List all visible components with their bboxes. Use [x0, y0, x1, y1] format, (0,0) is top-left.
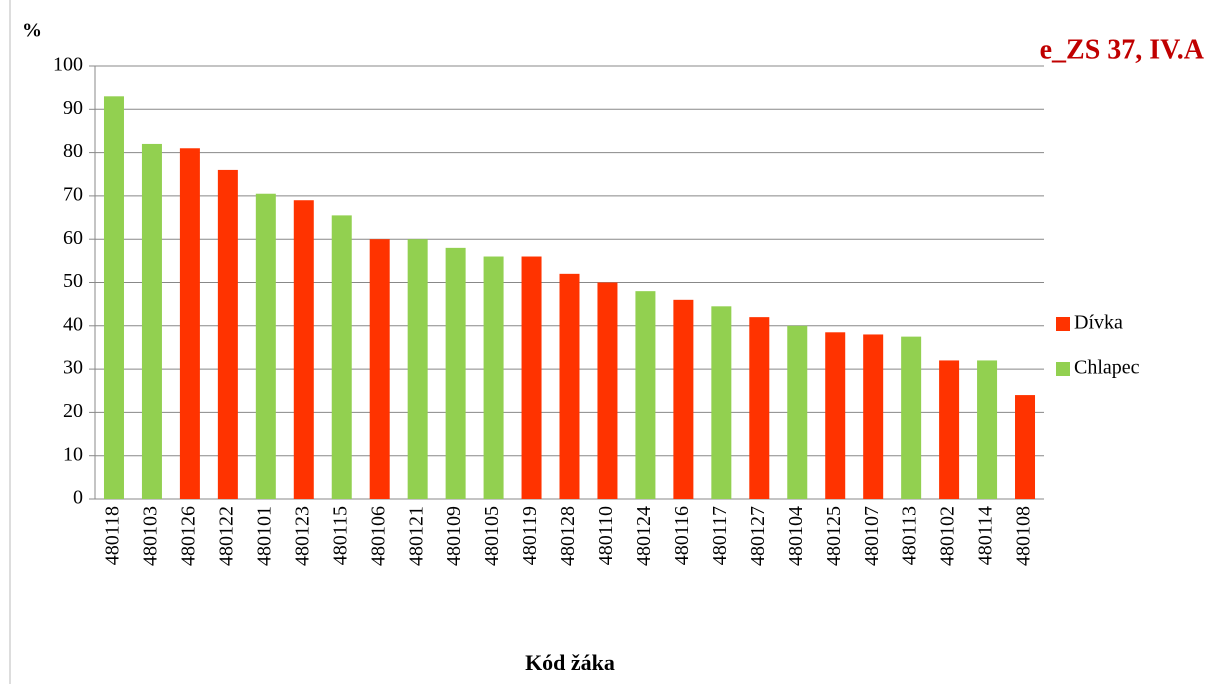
y-tick-label: 10	[63, 443, 83, 465]
y-tick-label: 60	[63, 227, 83, 249]
bar	[749, 317, 770, 499]
x-tick-label: 480125	[823, 506, 845, 566]
y-tick-label: 20	[63, 400, 83, 422]
x-tick-label: 480110	[595, 506, 617, 565]
x-tick-label: 480113	[899, 506, 921, 565]
bar	[711, 306, 732, 499]
y-tick-label: 80	[63, 140, 83, 162]
y-tick-label: 70	[63, 183, 83, 205]
x-tick-label: 480117	[709, 506, 731, 565]
legend-swatch	[1056, 317, 1070, 331]
x-tick-label: 480128	[557, 506, 579, 566]
x-tick-label: 480118	[102, 506, 124, 565]
x-tick-label: 480126	[177, 506, 199, 566]
y-tick-label: 50	[63, 270, 83, 292]
x-tick-label: 480108	[1013, 506, 1035, 566]
x-tick-label: 480123	[291, 506, 313, 566]
bar	[369, 239, 390, 499]
x-tick-label: 480124	[633, 506, 655, 566]
bar	[293, 200, 314, 500]
bar	[521, 256, 542, 499]
bar	[1015, 395, 1036, 499]
bar	[825, 332, 846, 499]
y-tick-label: 40	[63, 313, 83, 335]
legend-label: Dívka	[1074, 312, 1123, 334]
bar	[255, 193, 276, 500]
bar	[901, 336, 922, 499]
y-tick-label: 30	[63, 357, 83, 379]
x-tick-label: 480107	[861, 506, 883, 566]
y-tick-label: 100	[53, 54, 83, 76]
x-tick-label: 480119	[519, 506, 541, 565]
x-tick-label: 480103	[140, 506, 162, 566]
bar	[673, 299, 694, 499]
x-tick-label: 480114	[975, 506, 997, 565]
x-tick-label: 480105	[481, 506, 503, 566]
bar	[597, 282, 618, 499]
bar	[445, 247, 466, 499]
x-tick-label: 480115	[329, 506, 351, 565]
annotation: e_ZS 37, IV.A	[1040, 34, 1205, 65]
x-tick-label: 480127	[747, 506, 769, 566]
y-axis-label: %	[22, 20, 42, 42]
x-tick-label: 480102	[937, 506, 959, 566]
y-tick-label: 0	[73, 487, 83, 509]
bar	[103, 96, 124, 499]
x-tick-label: 480109	[443, 506, 465, 566]
x-tick-label: 480101	[253, 506, 275, 566]
x-tick-label: 480121	[405, 506, 427, 566]
x-tick-label: 480122	[215, 506, 237, 566]
x-tick-label: 480104	[785, 506, 807, 566]
bar	[787, 325, 808, 499]
bar	[331, 215, 352, 499]
bar	[939, 360, 960, 499]
legend-swatch	[1056, 362, 1070, 376]
x-tick-label: 480116	[671, 506, 693, 565]
bar	[559, 273, 580, 499]
bar	[635, 291, 656, 499]
x-axis-label: Kód žáka	[525, 650, 615, 675]
bar	[483, 256, 504, 499]
x-tick-label: 480106	[367, 506, 389, 566]
bar	[179, 148, 200, 499]
bar	[141, 143, 162, 499]
bar	[407, 239, 428, 499]
bar	[977, 360, 998, 499]
bar	[217, 169, 238, 500]
legend-label: Chlapec	[1074, 357, 1140, 379]
y-tick-label: 90	[63, 97, 83, 119]
bar	[863, 334, 884, 499]
